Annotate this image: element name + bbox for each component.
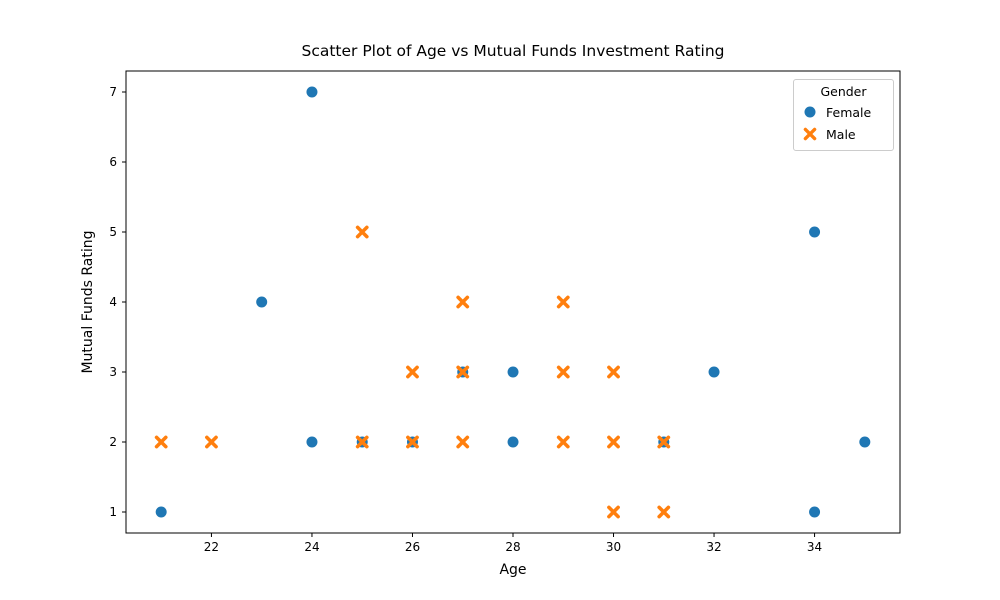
data-point-female	[809, 506, 821, 518]
data-point-female	[809, 226, 821, 238]
data-point-male	[456, 365, 470, 379]
x-tick-label: 32	[706, 540, 721, 554]
legend-entry-male: Male	[794, 123, 893, 145]
legend-label-male: Male	[826, 126, 856, 142]
data-point-male	[556, 435, 570, 449]
data-point-male	[607, 365, 620, 379]
legend-label-female: Female	[826, 104, 872, 120]
x-tick-label: 24	[304, 540, 319, 554]
data-point-female	[306, 436, 318, 448]
data-point-male	[406, 365, 419, 379]
data-point-female	[306, 86, 318, 98]
data-point-male	[556, 295, 570, 309]
data-point-female	[507, 366, 519, 378]
plot-frame	[125, 70, 901, 534]
legend-title: Gender	[820, 84, 867, 99]
y-tick-label: 7	[109, 85, 117, 99]
x-tick-label: 34	[807, 540, 822, 554]
data-point-male	[154, 435, 168, 449]
legend-entry-female: Female	[794, 101, 893, 123]
legend: Gender Female Male	[793, 79, 894, 151]
y-tick-label: 6	[109, 155, 117, 169]
x-axis-label: Age	[499, 562, 527, 578]
data-point-male	[205, 435, 218, 449]
data-point-male	[657, 435, 671, 449]
data-point-male	[355, 225, 369, 239]
data-point-female	[155, 506, 167, 518]
female-circle-marker-icon	[804, 106, 816, 118]
data-point-female	[708, 366, 720, 378]
data-point-male	[456, 295, 470, 309]
male-x-marker-icon	[803, 127, 817, 141]
y-tick-label: 3	[109, 365, 117, 379]
data-point-male	[406, 435, 419, 449]
y-tick-label: 5	[109, 225, 117, 239]
x-tick-label: 30	[606, 540, 621, 554]
y-tick-label: 4	[109, 295, 117, 309]
data-point-male	[607, 435, 620, 449]
y-tick-label: 2	[109, 435, 117, 449]
data-point-female	[859, 436, 871, 448]
data-point-male	[556, 365, 570, 379]
x-tick-label: 22	[204, 540, 219, 554]
data-point-male	[456, 435, 470, 449]
data-point-male	[355, 435, 369, 449]
x-tick-label: 28	[505, 540, 520, 554]
data-point-male	[657, 505, 671, 519]
data-point-male	[607, 505, 620, 519]
data-point-female	[256, 296, 268, 308]
data-point-female	[507, 436, 519, 448]
y-axis-label: Mutual Funds Rating	[80, 230, 96, 374]
y-tick-label: 1	[109, 505, 117, 519]
chart-title: Scatter Plot of Age vs Mutual Funds Inve…	[301, 42, 725, 60]
x-tick-label: 26	[405, 540, 420, 554]
